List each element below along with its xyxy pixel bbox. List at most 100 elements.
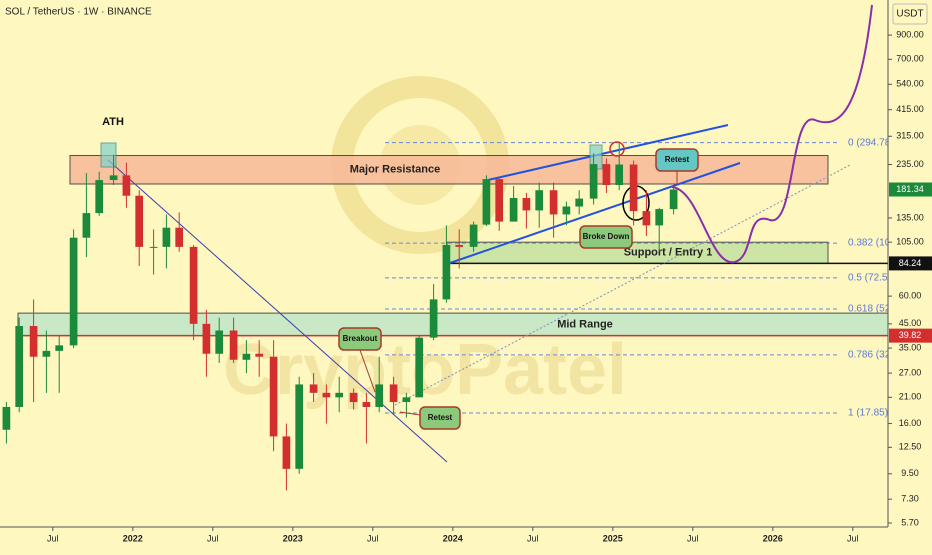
- price-marker: [889, 256, 932, 271]
- x-tick-label: Jul: [367, 533, 379, 543]
- trend-line: [394, 164, 851, 406]
- y-tick-label: 16.00: [899, 418, 922, 428]
- x-tick-label: Jul: [687, 533, 699, 543]
- top-circle: [609, 141, 625, 157]
- price-marker-label: 39.82: [899, 330, 922, 340]
- candle-body: [455, 244, 464, 247]
- candle-body: [189, 246, 198, 324]
- y-tick-label: 135.00: [896, 212, 924, 222]
- y-tick-label: 35.00: [899, 342, 922, 352]
- candle-body: [402, 397, 411, 403]
- fib-label: 0 (294.78): [848, 137, 894, 148]
- candle-body: [2, 406, 11, 430]
- fib-label: 0.786 (32: [848, 350, 891, 361]
- candle-body: [655, 209, 664, 226]
- candle-body: [482, 179, 491, 225]
- y-tick-label: 9.50: [901, 468, 919, 478]
- candle-body: [229, 330, 238, 360]
- currency-box[interactable]: [892, 3, 928, 25]
- zone-label: Major Resistance: [350, 164, 440, 176]
- candle-body: [309, 384, 318, 393]
- candle-body: [135, 195, 144, 247]
- x-tick-label: Jul: [47, 533, 59, 543]
- y-tick-label: 415.00: [896, 104, 924, 114]
- candle-body: [509, 198, 518, 222]
- y-tick-label: 315.00: [896, 131, 924, 141]
- annotation: Breakout: [343, 334, 378, 343]
- candle-body: [29, 326, 38, 357]
- candle-body: [575, 198, 584, 207]
- callout: [579, 225, 633, 249]
- currency[interactable]: USDT: [896, 9, 923, 20]
- candle-body: [149, 246, 158, 248]
- x-tick-label: 2025: [603, 533, 623, 543]
- candle-body: [495, 179, 504, 222]
- annotation: ATH: [102, 116, 124, 128]
- y-tick-label: 7.30: [901, 494, 919, 504]
- candle-body: [389, 384, 398, 403]
- candle-body: [122, 175, 131, 196]
- candle-body: [589, 164, 598, 199]
- zone-label: Support / Entry 1: [624, 247, 713, 259]
- candle-body: [162, 227, 171, 247]
- callout-pointer: [399, 411, 421, 416]
- candle-body: [15, 326, 24, 407]
- candle-body: [242, 353, 251, 360]
- annotation: Retest: [665, 155, 690, 164]
- projection-path: [671, 4, 873, 264]
- y-tick-label: 27.00: [899, 367, 922, 377]
- y-tick-label: 540.00: [896, 79, 924, 89]
- candle-body: [615, 164, 624, 186]
- candle-body: [109, 175, 118, 181]
- candle-body: [175, 227, 184, 247]
- fib-label: 0.618 (52: [848, 304, 891, 315]
- candle-body: [362, 402, 371, 407]
- x-tick-label: 2026: [763, 533, 783, 543]
- ath-box: [100, 142, 117, 168]
- candle-body: [522, 198, 531, 211]
- candle-body: [535, 190, 544, 211]
- candle-body: [95, 180, 104, 214]
- fib-label: 0.382 (10: [848, 238, 891, 249]
- candle-body: [642, 211, 651, 226]
- candle-body: [295, 384, 304, 469]
- callout: [419, 406, 461, 430]
- candle-body: [562, 206, 571, 215]
- candle-body: [375, 384, 384, 407]
- y-tick-label: 21.00: [899, 392, 922, 402]
- candle-body: [202, 323, 211, 354]
- trend-line: [107, 159, 448, 463]
- candle-body: [629, 164, 638, 212]
- x-tick-label: 2023: [283, 533, 303, 543]
- y-tick-label: 105.00: [896, 237, 924, 247]
- zone-label: Mid Range: [557, 318, 613, 330]
- price-marker-label: 84.24: [899, 258, 922, 268]
- zone: [69, 155, 829, 185]
- candle-body: [669, 189, 678, 210]
- candle-body: [442, 244, 451, 300]
- x-tick-label: 2024: [443, 533, 463, 543]
- candle-body: [215, 330, 224, 354]
- candle-body: [602, 164, 611, 186]
- y-tick-label: 700.00: [896, 54, 924, 64]
- candle-body: [549, 190, 558, 215]
- candle-body: [349, 392, 358, 403]
- price-marker-label: 181.34: [896, 184, 924, 194]
- x-tick-label: Jul: [847, 533, 859, 543]
- x-tick-label: Jul: [207, 533, 219, 543]
- candle-body: [322, 392, 331, 398]
- annotation: Retest: [428, 413, 453, 422]
- fib-label: 0.5 (72.55: [848, 272, 893, 283]
- y-tick-label: 5.70: [901, 517, 919, 527]
- candle-body: [55, 345, 64, 351]
- y-tick-label: 235.00: [896, 159, 924, 169]
- chart-title: SOL / TetherUS · 1W · BINANCE: [5, 7, 152, 18]
- candle-body: [415, 337, 424, 398]
- y-tick-label: 12.50: [899, 442, 922, 452]
- candle-body: [255, 353, 264, 357]
- candle-body: [82, 213, 91, 238]
- zone: [17, 312, 889, 337]
- candle-body: [335, 392, 344, 398]
